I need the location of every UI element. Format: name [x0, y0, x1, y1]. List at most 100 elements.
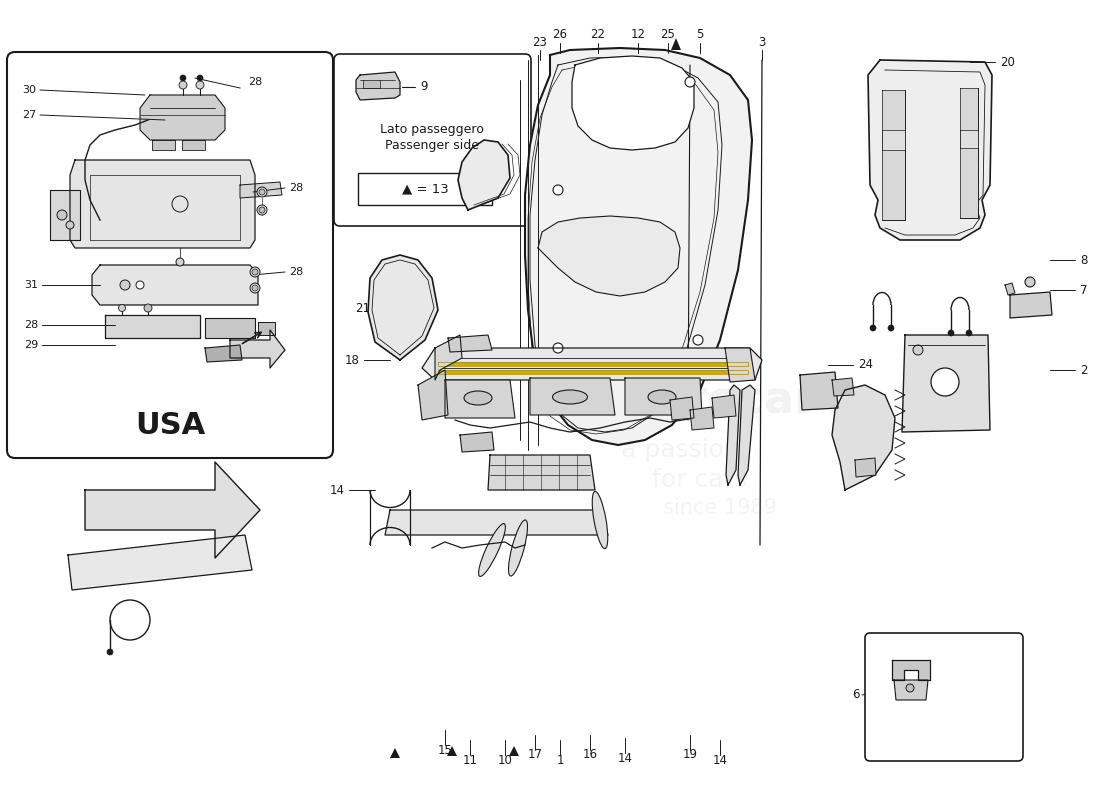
Polygon shape	[1005, 283, 1015, 295]
Polygon shape	[800, 372, 838, 410]
FancyBboxPatch shape	[334, 54, 531, 226]
Ellipse shape	[552, 390, 587, 404]
Polygon shape	[258, 322, 275, 335]
Circle shape	[172, 196, 188, 212]
Polygon shape	[368, 255, 438, 360]
Circle shape	[1025, 277, 1035, 287]
Text: 5: 5	[696, 29, 704, 42]
Text: 10: 10	[497, 754, 513, 766]
Circle shape	[110, 600, 150, 640]
Text: 25: 25	[661, 29, 675, 42]
Circle shape	[553, 343, 563, 353]
Polygon shape	[882, 150, 905, 220]
Circle shape	[250, 267, 260, 277]
Text: 28: 28	[289, 183, 304, 193]
Text: 28: 28	[248, 77, 262, 87]
Text: 7: 7	[1080, 283, 1088, 297]
Circle shape	[179, 81, 187, 89]
Polygon shape	[356, 72, 400, 100]
Polygon shape	[140, 95, 225, 140]
Polygon shape	[92, 265, 258, 305]
Text: 21: 21	[355, 302, 370, 314]
FancyBboxPatch shape	[7, 52, 333, 458]
Circle shape	[257, 187, 267, 197]
Polygon shape	[894, 680, 928, 700]
Ellipse shape	[464, 391, 492, 405]
Polygon shape	[460, 432, 494, 452]
Text: 9: 9	[420, 81, 428, 94]
Polygon shape	[85, 462, 260, 558]
Circle shape	[258, 189, 265, 195]
Polygon shape	[726, 385, 740, 485]
Polygon shape	[832, 378, 854, 396]
Polygon shape	[50, 190, 80, 240]
Text: 31: 31	[24, 280, 38, 290]
Polygon shape	[960, 88, 978, 130]
Circle shape	[136, 281, 144, 289]
Text: 16: 16	[583, 749, 597, 762]
Polygon shape	[68, 535, 252, 590]
Polygon shape	[525, 48, 752, 445]
Text: Passenger side: Passenger side	[385, 138, 478, 151]
Text: 27: 27	[22, 110, 36, 120]
Circle shape	[107, 649, 113, 655]
Polygon shape	[390, 748, 400, 758]
Polygon shape	[670, 397, 694, 420]
Text: Eurocar: Eurocar	[624, 378, 816, 422]
Polygon shape	[832, 385, 895, 490]
Circle shape	[197, 75, 204, 81]
Circle shape	[257, 205, 267, 215]
Text: 23: 23	[532, 35, 548, 49]
Text: 3: 3	[758, 35, 766, 49]
Text: 18: 18	[345, 354, 360, 366]
Circle shape	[948, 330, 954, 336]
Circle shape	[553, 185, 563, 195]
Text: 6: 6	[852, 689, 860, 702]
Polygon shape	[438, 362, 748, 366]
Polygon shape	[625, 378, 702, 415]
Polygon shape	[868, 60, 992, 240]
Polygon shape	[104, 315, 200, 338]
Text: since 1989: since 1989	[663, 498, 777, 518]
Polygon shape	[458, 140, 510, 210]
Polygon shape	[738, 385, 755, 485]
Circle shape	[119, 305, 125, 311]
Circle shape	[931, 368, 959, 396]
Circle shape	[913, 345, 923, 355]
Polygon shape	[530, 378, 615, 415]
Circle shape	[888, 325, 894, 331]
Text: 22: 22	[591, 29, 605, 42]
Polygon shape	[882, 90, 905, 220]
Circle shape	[906, 684, 914, 692]
Polygon shape	[152, 140, 175, 150]
Text: 30: 30	[22, 85, 36, 95]
Text: 28: 28	[289, 267, 304, 277]
Text: 20: 20	[1000, 55, 1015, 69]
Circle shape	[120, 280, 130, 290]
Text: 28: 28	[24, 320, 38, 330]
Text: 14: 14	[330, 483, 345, 497]
Polygon shape	[448, 335, 492, 352]
Circle shape	[57, 210, 67, 220]
Circle shape	[176, 258, 184, 266]
Text: 24: 24	[858, 358, 873, 371]
Polygon shape	[446, 380, 515, 418]
Circle shape	[693, 335, 703, 345]
Text: 26: 26	[552, 29, 568, 42]
Circle shape	[180, 75, 186, 81]
Text: 19: 19	[682, 749, 697, 762]
Text: 17: 17	[528, 749, 542, 762]
Circle shape	[870, 325, 876, 331]
Polygon shape	[712, 395, 736, 418]
Text: for cars: for cars	[652, 468, 748, 492]
Polygon shape	[892, 660, 929, 680]
Polygon shape	[447, 746, 456, 756]
Text: USA: USA	[135, 410, 205, 439]
Polygon shape	[902, 335, 990, 432]
Circle shape	[252, 269, 258, 275]
Circle shape	[144, 304, 152, 312]
Text: a passion: a passion	[620, 438, 739, 462]
Polygon shape	[422, 348, 762, 380]
Text: ▲ = 13: ▲ = 13	[402, 182, 449, 195]
Polygon shape	[725, 348, 755, 382]
